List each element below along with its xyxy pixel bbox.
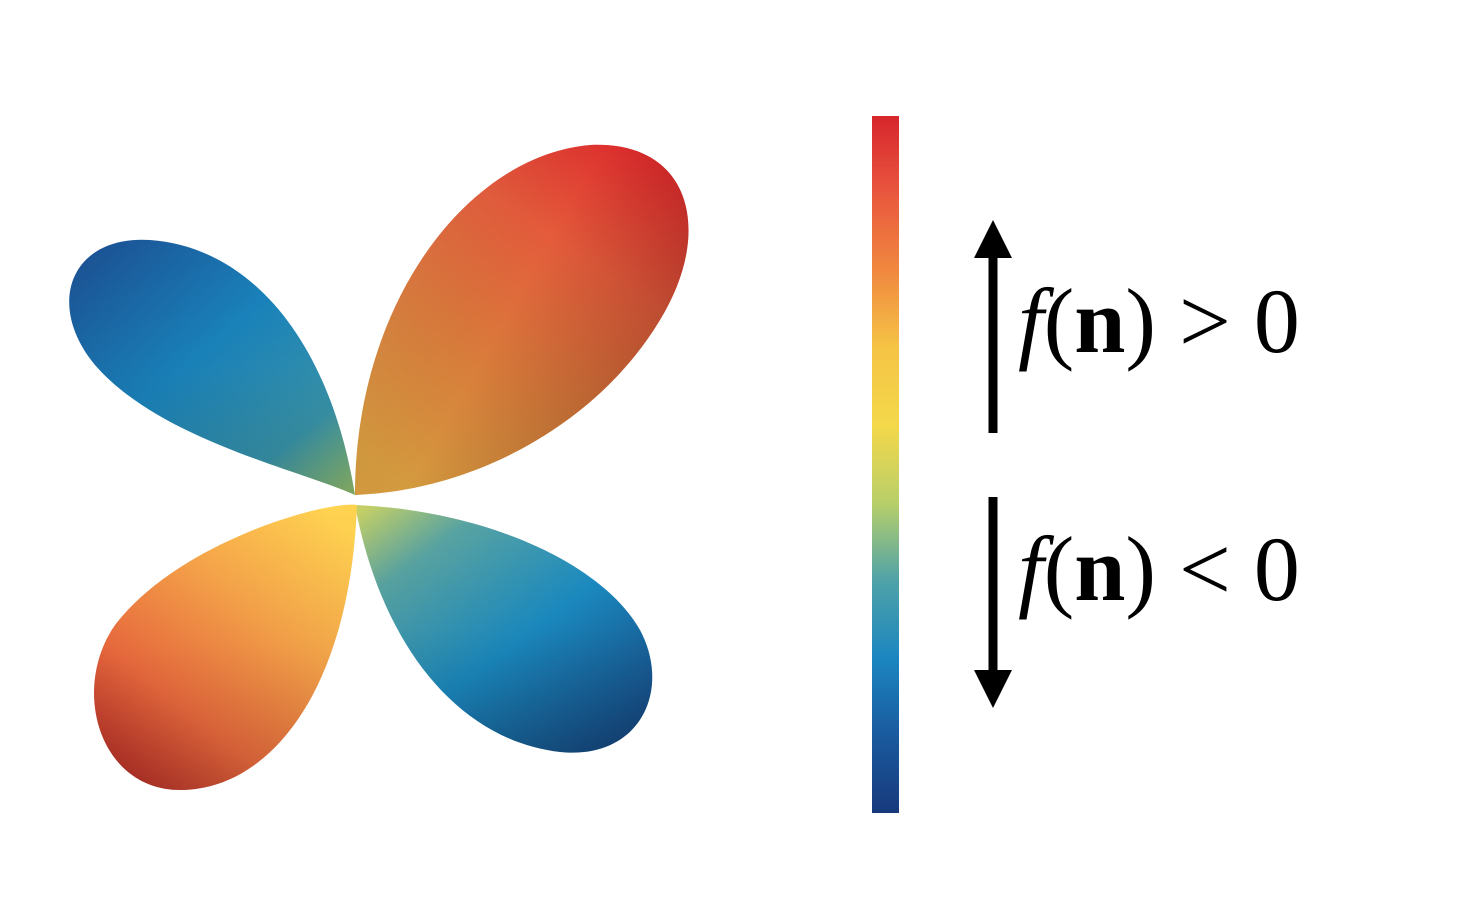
up-arrow-icon <box>974 220 1012 433</box>
label-positive: f(n) > 0 <box>1018 270 1300 372</box>
lobe-upper-left <box>69 239 356 495</box>
label-negative: f(n) < 0 <box>1018 518 1300 620</box>
orbital-lobes <box>69 144 689 790</box>
lobe-upper-right <box>355 144 689 495</box>
down-arrow-icon <box>974 497 1012 708</box>
colorbar <box>872 116 899 813</box>
lobe-lower-right <box>355 505 653 753</box>
lobe-lower-left <box>94 504 358 790</box>
